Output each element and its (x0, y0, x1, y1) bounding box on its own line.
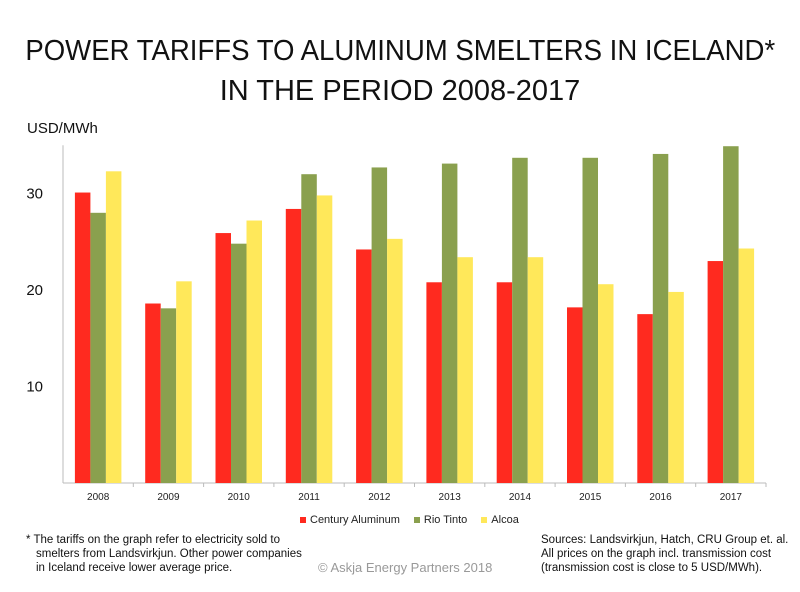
x-tick-label: 2017 (720, 492, 743, 503)
bar-century-aluminum-2008 (74, 192, 91, 483)
bar-alcoa-2017 (738, 248, 755, 483)
y-tick-label: 20 (26, 282, 43, 299)
bar-alcoa-2016 (668, 291, 684, 483)
bar-century-aluminum-2014 (496, 282, 513, 483)
x-tick-label: 2014 (509, 492, 532, 503)
legend-swatch (413, 517, 420, 523)
sources-line: All prices on the graph incl. transmissi… (541, 548, 772, 560)
y-tick-label: 10 (26, 379, 43, 396)
bar-century-aluminum-2013 (426, 282, 442, 483)
sources-line: (transmission cost is close to 5 USD/MWh… (541, 562, 763, 574)
footnote: * The tariffs on the graph refer to elec… (26, 533, 302, 575)
bar-rio-tinto-2012 (371, 167, 388, 483)
legend-item: Century Aluminum (300, 514, 400, 527)
sources-note: Sources: Landsvirkjun, Hatch, CRU Group … (541, 533, 788, 575)
footnote-line: smelters from Landsvirkjun. Other power … (36, 548, 302, 560)
bar-century-aluminum-2009 (145, 303, 161, 483)
bar-rio-tinto-2017 (723, 146, 739, 483)
bar-alcoa-2010 (246, 220, 262, 483)
legend-label: Rio Tinto (423, 514, 468, 526)
bar-century-aluminum-2012 (356, 249, 372, 483)
bar-rio-tinto-2010 (231, 243, 247, 483)
legend-item: Alcoa (481, 514, 519, 527)
bar-rio-tinto-2014 (512, 157, 528, 484)
bar-alcoa-2008 (105, 171, 122, 483)
legend-swatch (300, 517, 306, 523)
bar-rio-tinto-2011 (301, 174, 317, 483)
bar-alcoa-2009 (176, 281, 192, 483)
legend-swatch (481, 517, 488, 523)
copyright: © Askja Energy Partners 2018 (318, 560, 493, 575)
bar-century-aluminum-2016 (637, 314, 653, 483)
bar-century-aluminum-2011 (285, 208, 302, 483)
chart-title-row: POWER TARIFFS TO ALUMINUM SMELTERS IN IC… (0, 34, 800, 68)
bar-alcoa-2011 (316, 195, 333, 483)
bar-rio-tinto-2009 (160, 308, 177, 483)
legend-label: Century Aluminum (310, 514, 400, 526)
bar-century-aluminum-2010 (215, 233, 231, 483)
x-tick-label: 2013 (439, 492, 462, 503)
chart-subtitle-row: IN THE PERIOD 2008-2017 (0, 74, 800, 108)
bar-rio-tinto-2013 (441, 163, 458, 483)
x-tick-label: 2012 (368, 492, 391, 503)
legend-item: Rio Tinto (413, 514, 468, 527)
y-tick-label: 30 (26, 186, 43, 203)
bar-century-aluminum-2017 (707, 261, 724, 483)
bar-rio-tinto-2008 (90, 212, 106, 484)
bar-alcoa-2013 (457, 257, 473, 483)
x-tick-label: 2008 (87, 492, 110, 503)
chart-title: POWER TARIFFS TO ALUMINUM SMELTERS IN IC… (25, 35, 775, 67)
sources-line: Sources: Landsvirkjun, Hatch, CRU Group … (541, 534, 789, 546)
bar-rio-tinto-2016 (652, 153, 669, 483)
bar-rio-tinto-2015 (582, 157, 598, 484)
x-tick-label: 2010 (228, 492, 251, 503)
footnote-line: * The tariffs on the graph refer to elec… (26, 534, 280, 546)
bar-alcoa-2015 (598, 284, 614, 483)
x-tick-label: 2011 (298, 492, 320, 503)
footnote-line: in Iceland receive lower average price. (36, 562, 233, 574)
x-tick-label: 2016 (649, 492, 672, 503)
bar-alcoa-2012 (387, 238, 403, 483)
bar-century-aluminum-2015 (567, 307, 583, 483)
x-tick-label: 2015 (579, 492, 602, 503)
bar-alcoa-2014 (527, 257, 544, 483)
legend: Century Aluminum Rio Tinto Alcoa (300, 514, 519, 527)
legend-label: Alcoa (491, 514, 519, 526)
y-axis-label: USD/MWh (27, 120, 98, 137)
x-tick-label: 2009 (157, 492, 180, 503)
chart-subtitle: IN THE PERIOD 2008-2017 (219, 75, 581, 107)
